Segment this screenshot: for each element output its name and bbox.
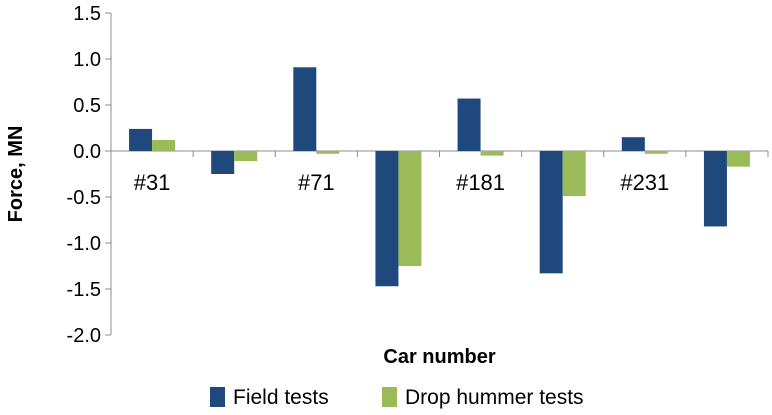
bar-field-tests [539,151,563,274]
bars [129,67,750,287]
bar-drop-hummer-tests [234,151,258,162]
category-label: #181 [456,170,505,195]
bar-drop-hummer-tests [152,139,176,151]
bar-drop-hummer-tests [398,151,422,266]
category-label: #71 [298,170,335,195]
bar-field-tests [621,137,645,151]
bar-drop-hummer-tests [562,151,586,197]
category-label: #231 [620,170,669,195]
bar-field-tests [293,67,317,151]
legend-label: Field tests [233,386,329,409]
bar-field-tests [129,128,153,151]
y-tick-label: 0.0 [73,141,101,163]
y-tick-label: -0.5 [67,187,101,209]
legend-label: Drop hummer tests [405,386,584,409]
category-labels: #31 #71 #181 #231 [134,170,670,195]
y-axis-title: Force, MN [5,126,27,223]
bar-drop-hummer-tests [726,151,750,167]
bar-field-tests [375,151,399,287]
y-tick-label: 1.0 [73,49,101,71]
y-axis-ticks: 1.5 1.0 0.5 0.0 -0.5 -1.0 -1.5 -2.0 [67,3,111,347]
bar-drop-hummer-tests [316,151,340,154]
bar-field-tests [211,151,235,174]
bar-drop-hummer-tests [644,151,668,154]
category-label: #31 [134,170,171,195]
x-axis-title: Car number [383,346,495,368]
bar-field-tests [703,151,727,227]
y-tick-label: 1.5 [73,3,101,25]
category-tick-marks [192,151,769,157]
legend-swatch [210,387,225,407]
y-tick-label: 0.5 [73,95,101,117]
y-tick-label: -1.5 [67,279,101,301]
bar-drop-hummer-tests [480,151,504,156]
legend: Field tests Drop hummer tests [210,386,584,409]
bar-field-tests [457,98,481,151]
plot-area: #31 #71 #181 #231 [110,13,769,335]
y-tick-label: -1.0 [67,233,101,255]
legend-swatch [382,387,397,407]
y-tick-label: -2.0 [67,325,101,347]
